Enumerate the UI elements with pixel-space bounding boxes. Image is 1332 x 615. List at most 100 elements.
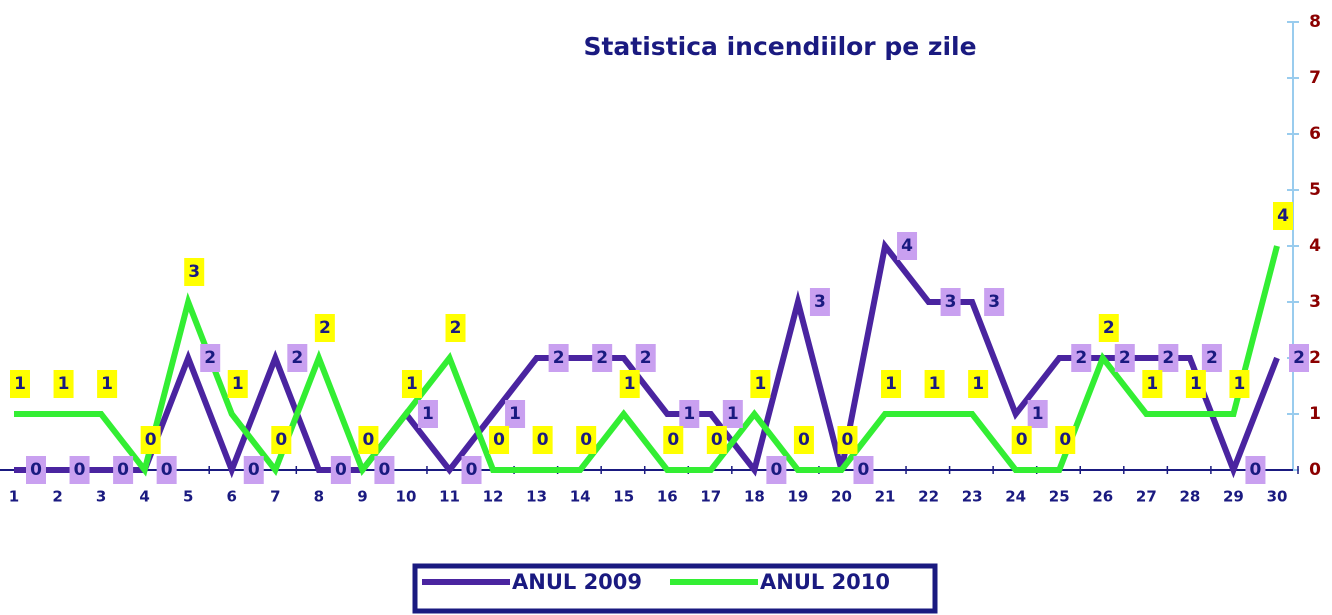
data-label: 0 [466, 460, 478, 480]
x-tick-label: 27 [1136, 488, 1157, 506]
data-label: 0 [798, 430, 810, 450]
data-label: 0 [248, 460, 260, 480]
data-label-bg [97, 370, 118, 398]
data-label-bg [26, 456, 46, 484]
series-line [14, 238, 1280, 479]
x-tick-label: 15 [613, 488, 634, 506]
data-label: 0 [145, 430, 157, 450]
data-label: 1 [1234, 374, 1246, 394]
data-label: 1 [101, 374, 113, 394]
data-label: 2 [1075, 348, 1087, 368]
data-label-bg [445, 314, 466, 342]
data-label: 4 [1277, 206, 1289, 226]
x-tick-label: 17 [700, 488, 721, 506]
y-tick-label: 6 [1309, 124, 1321, 144]
x-tick-label: 2 [52, 488, 62, 506]
x-tick-label: 22 [918, 488, 939, 506]
x-tick-label: 13 [526, 488, 547, 506]
data-label-bg [1273, 202, 1293, 230]
data-label-bg [1229, 370, 1250, 398]
data-label-bg [1289, 344, 1309, 372]
x-tick-label: 11 [439, 488, 460, 506]
data-label: 2 [1293, 348, 1305, 368]
data-label-bg [1098, 314, 1119, 342]
data-label: 1 [58, 374, 70, 394]
data-label-bg [417, 400, 438, 428]
data-label: 0 [667, 430, 679, 450]
x-tick-label: 20 [831, 488, 852, 506]
data-label-bg [924, 370, 945, 398]
data-label: 0 [161, 460, 173, 480]
y-tick-label: 5 [1309, 180, 1321, 200]
data-label-bg [461, 456, 482, 484]
y-tick-label: 1 [1309, 404, 1321, 424]
data-label: 1 [683, 404, 695, 424]
data-label: 2 [319, 318, 331, 338]
data-label: 0 [711, 430, 723, 450]
x-tick-label: 12 [483, 488, 504, 506]
legend-label: ANUL 2010 [760, 570, 890, 594]
data-label-bg [1185, 370, 1206, 398]
data-label-bg [793, 426, 814, 454]
chart-title: Statistica incendiilor pe zile [583, 32, 976, 61]
data-label-bg [532, 426, 553, 454]
x-tick-label: 14 [570, 488, 591, 506]
legend-box [412, 563, 938, 614]
data-label-bg [1071, 344, 1092, 372]
data-label: 1 [406, 374, 418, 394]
data-label-bg [156, 456, 177, 484]
y-tick-label: 7 [1309, 68, 1321, 88]
data-label: 1 [727, 404, 739, 424]
data-label: 0 [1250, 460, 1262, 480]
data-label-bg [968, 370, 989, 398]
x-tick-label: 23 [962, 488, 983, 506]
data-label: 1 [624, 374, 636, 394]
y-tick-label: 3 [1309, 292, 1321, 312]
y-tick-label: 0 [1309, 460, 1321, 480]
data-label: 4 [901, 236, 913, 256]
data-label: 1 [885, 374, 897, 394]
x-tick-label: 8 [314, 488, 324, 506]
data-label-bg [809, 288, 830, 316]
data-label: 3 [188, 262, 200, 282]
data-label: 2 [1206, 348, 1218, 368]
data-label: 1 [509, 404, 521, 424]
y-tick-label: 2 [1309, 348, 1321, 368]
data-label-bg [271, 426, 292, 454]
data-label-bg [548, 344, 569, 372]
data-label: 0 [74, 460, 86, 480]
data-label-bg [897, 232, 918, 260]
data-label-bg [592, 344, 613, 372]
data-label: 2 [1103, 318, 1115, 338]
data-label-bg [358, 426, 379, 454]
data-label: 0 [580, 430, 592, 450]
data-label: 0 [770, 460, 782, 480]
x-tick-label: 9 [357, 488, 367, 506]
x-tick-label: 1 [9, 488, 19, 506]
x-tick-label: 30 [1267, 488, 1288, 506]
data-label-bg [984, 288, 1005, 316]
x-tick-label: 10 [396, 488, 417, 506]
data-label-bg [576, 426, 597, 454]
data-label: 0 [1059, 430, 1071, 450]
data-label-bg [243, 456, 264, 484]
data-label: 1 [1190, 374, 1202, 394]
data-label-bg [881, 370, 902, 398]
data-label-bg [750, 370, 771, 398]
data-label-bg [940, 288, 961, 316]
y-tick-label: 8 [1309, 12, 1321, 32]
x-tick-label: 26 [1092, 488, 1113, 506]
data-label-bg [140, 426, 161, 454]
x-tick-label: 4 [139, 488, 149, 506]
data-label-bg [314, 314, 335, 342]
data-label: 1 [929, 374, 941, 394]
data-label: 0 [842, 430, 854, 450]
x-tick-label: 7 [270, 488, 280, 506]
data-label-bg [635, 344, 656, 372]
data-label: 1 [972, 374, 984, 394]
data-label: 1 [1146, 374, 1158, 394]
data-label-bg [837, 426, 858, 454]
data-label: 2 [596, 348, 608, 368]
data-label: 2 [1119, 348, 1131, 368]
